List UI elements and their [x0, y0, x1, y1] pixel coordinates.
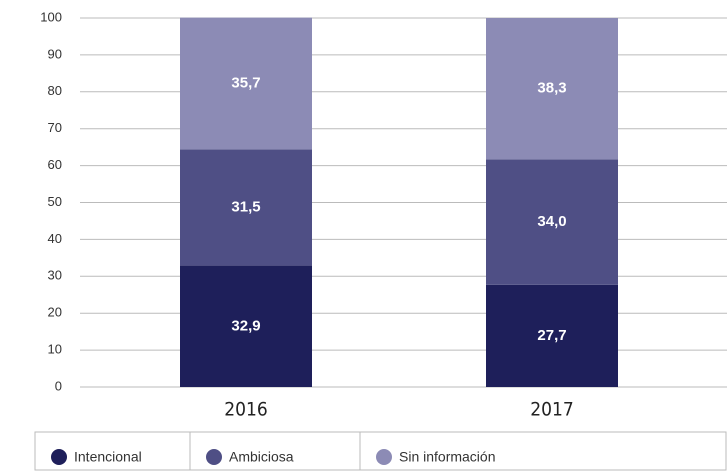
y-tick-label: 30 [48, 268, 62, 283]
bar-segment [180, 265, 312, 387]
bar-segment [486, 284, 618, 387]
legend-box [34, 431, 727, 471]
y-tick-label: 20 [48, 305, 62, 320]
y-tick-label: 100 [40, 9, 62, 24]
legend-label: Ambiciosa [229, 449, 294, 465]
y-tick-label: 60 [48, 157, 62, 172]
x-tick-label: 2016 [224, 399, 268, 421]
bar-segment [486, 18, 618, 160]
legend-label: Intencional [74, 449, 142, 465]
value-label: 27,7 [537, 327, 566, 344]
value-label: 31,5 [231, 198, 260, 215]
bar-segment [180, 149, 312, 266]
legend-swatch [206, 449, 222, 465]
legend-label: Sin información [399, 449, 496, 465]
y-tick-label: 80 [48, 83, 62, 98]
legend-swatch [51, 449, 67, 465]
legend-swatch [376, 449, 392, 465]
y-tick-label: 0 [55, 378, 62, 393]
y-tick-label: 40 [48, 231, 62, 246]
y-tick-label: 90 [48, 46, 62, 61]
bar-segment [486, 159, 618, 285]
value-label: 32,9 [231, 317, 260, 334]
value-label: 34,0 [537, 213, 566, 230]
y-tick-label: 10 [48, 342, 62, 357]
value-label: 38,3 [537, 80, 566, 97]
y-tick-label: 70 [48, 120, 62, 135]
x-tick-label: 2017 [530, 399, 574, 421]
value-label: 35,7 [231, 74, 260, 91]
y-tick-label: 50 [48, 194, 62, 209]
bar-segment [180, 17, 312, 150]
